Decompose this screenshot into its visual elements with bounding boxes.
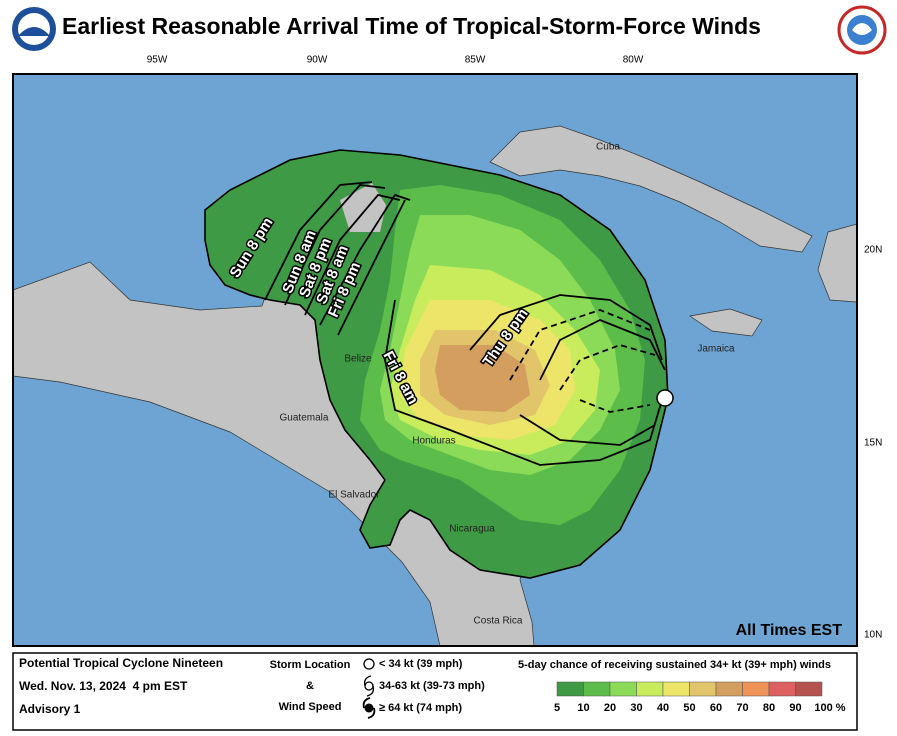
storm-location (656, 389, 674, 407)
scale-swatch (742, 681, 770, 697)
wind-icon-hurricane (362, 697, 376, 719)
place-label: El Salvador (328, 490, 380, 501)
scale-swatch (583, 681, 611, 697)
scale-swatch (715, 681, 743, 697)
map-frame (12, 73, 858, 647)
wind-icon-weak (363, 658, 375, 670)
wind-class: ≥ 64 kt (74 mph) (379, 702, 462, 714)
latitude-label: 20N (864, 245, 882, 256)
latitude-label: 15N (864, 438, 882, 449)
scale-swatch (795, 681, 823, 697)
storm-name: Potential Tropical Cyclone Nineteen (19, 656, 223, 670)
longitude-label: 85W (465, 55, 486, 66)
scale-label: 20 (604, 702, 616, 714)
time-zone-note: All Times EST (736, 622, 843, 639)
scale-label: 50 (683, 702, 695, 714)
cuba-land (489, 125, 813, 253)
scale-label: 90 (789, 702, 801, 714)
scale-label: 100 % (814, 702, 845, 714)
scale-label: 10 (577, 702, 589, 714)
place-label: Cuba (596, 142, 620, 153)
place-label: Belize (344, 354, 372, 365)
longitude-label: 95W (147, 55, 168, 66)
nws-logo (837, 5, 887, 55)
issued-time: Wed. Nov. 13, 2024 4 pm EST (19, 679, 188, 693)
place-label: Nicaragua (449, 524, 495, 535)
advisory: Advisory 1 (19, 702, 81, 716)
color-scale: 5 10 20 30 40 50 60 70 80 90 100 % (554, 681, 846, 714)
scale-swatch (662, 681, 690, 697)
probability-60 (435, 345, 530, 412)
wind-icon-ts (363, 675, 375, 697)
map: Sun 8 pm Sun 8 am Sat 8 pm Sat 8 am Fri … (13, 74, 857, 646)
scale-swatch (636, 681, 664, 697)
scale-label: 70 (736, 702, 748, 714)
scale-label: 30 (630, 702, 642, 714)
scale-swatch (768, 681, 796, 697)
scale-label: 80 (763, 702, 775, 714)
wind-class: 34-63 kt (39-73 mph) (379, 680, 485, 692)
wind-class: < 34 kt (39 mph) (379, 658, 463, 670)
scale-swatch (609, 681, 637, 697)
place-label: Honduras (412, 436, 455, 447)
scale-label: 5 (554, 702, 560, 714)
latitude-label: 10N (864, 630, 882, 641)
longitude-label: 90W (307, 55, 328, 66)
scale-swatch (689, 681, 717, 697)
title: Earliest Reasonable Arrival Time of Trop… (62, 13, 761, 39)
noaa-logo (12, 7, 56, 51)
hispaniola-land (817, 223, 857, 303)
place-label: Jamaica (697, 344, 735, 355)
storm-location-label: Storm Location (270, 659, 351, 671)
place-label: Guatemala (280, 413, 329, 424)
longitude-label: 80W (623, 55, 644, 66)
place-label: Costa Rica (474, 616, 523, 627)
jamaica-land (689, 308, 763, 337)
wind-speed-label: Wind Speed (279, 701, 342, 713)
scale-title: 5-day chance of receiving sustained 34+ … (518, 659, 831, 671)
scale-label: 40 (657, 702, 669, 714)
arrival-contours (264, 181, 666, 466)
scale-swatch (556, 681, 584, 697)
ampersand: & (306, 680, 314, 692)
scale-label: 60 (710, 702, 722, 714)
